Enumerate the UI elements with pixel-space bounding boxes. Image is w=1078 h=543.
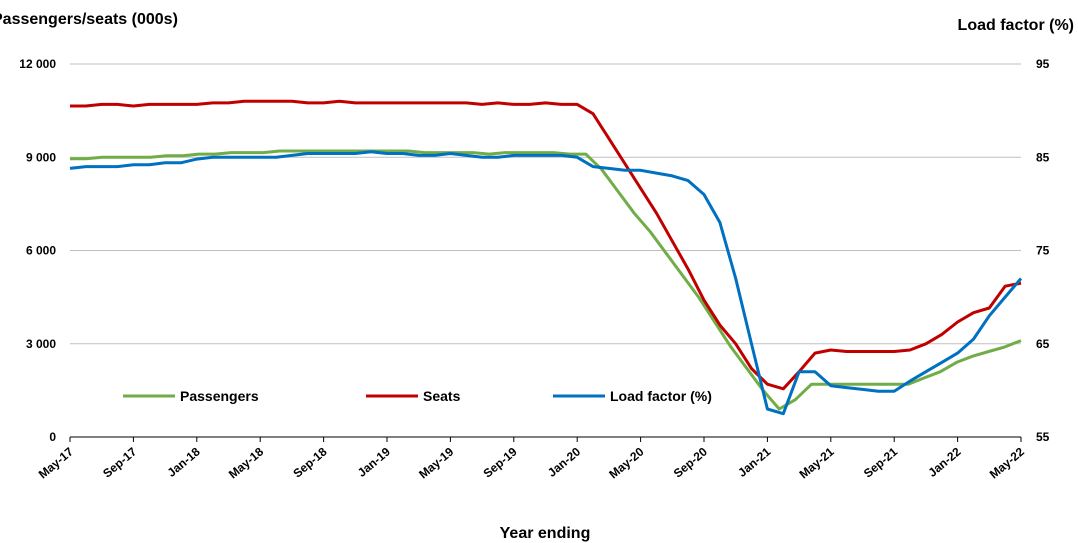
left-tick-label: 6 000 <box>26 244 56 258</box>
x-tick-label: Sep-18 <box>290 444 329 480</box>
left-tick-label: 3 000 <box>26 337 56 351</box>
x-tick-label: Jan-22 <box>925 444 963 479</box>
x-axis-label: Year ending <box>500 525 591 542</box>
left-tick-label: 0 <box>49 430 56 444</box>
legend-label-load-factor: Load factor (%) <box>610 388 712 404</box>
right-axis-ticks: 55 65 75 85 95 <box>1036 57 1050 444</box>
right-tick-label: 95 <box>1036 57 1050 71</box>
legend-label-seats: Seats <box>423 388 461 404</box>
x-tick-label: Sep-19 <box>481 444 520 480</box>
x-tick-label: May-20 <box>606 444 646 481</box>
series-lines <box>69 99 1023 416</box>
x-axis-ticks: May-17 Sep-17 Jan-18 May-18 Sep-18 Jan-19 May-… <box>36 437 1027 481</box>
x-tick-label: May-21 <box>797 444 837 481</box>
legend-item-passengers: Passengers <box>123 388 259 404</box>
right-tick-label: 65 <box>1036 337 1050 351</box>
x-tick-label: Sep-21 <box>861 444 900 480</box>
legend-item-load-factor: Load factor (%) <box>553 388 712 404</box>
x-tick-label: May-22 <box>987 444 1027 481</box>
legend: Passengers Seats Load factor (%) <box>123 388 712 404</box>
x-tick-label: Jan-18 <box>165 444 203 479</box>
right-tick-label: 75 <box>1036 244 1050 258</box>
right-tick-label: 55 <box>1036 430 1050 444</box>
x-tick-label: Jan-20 <box>545 444 583 479</box>
left-axis-ticks: 0 3 000 6 000 9 000 12 000 <box>19 57 56 444</box>
right-axis-label: Load factor (%) <box>958 17 1074 34</box>
x-tick-label: Jan-19 <box>355 444 393 479</box>
left-tick-label: 9 000 <box>26 150 56 164</box>
x-tick-label: May-17 <box>36 444 76 481</box>
gridlines <box>70 63 1021 345</box>
left-tick-label: 12 000 <box>19 57 56 71</box>
x-tick-label: May-18 <box>226 444 266 481</box>
x-tick-label: Sep-20 <box>671 444 710 480</box>
series-line-passengers <box>70 149 1022 411</box>
x-tick-label: Sep-17 <box>100 444 139 480</box>
x-tick-label: Jan-21 <box>735 444 773 479</box>
legend-label-passengers: Passengers <box>180 388 259 404</box>
legend-item-seats: Seats <box>366 388 461 404</box>
right-tick-label: 85 <box>1036 150 1050 164</box>
left-axis-label: Passengers/seats (000s) <box>0 11 178 28</box>
series-line-load-factor <box>69 150 1023 416</box>
series-line-seats <box>70 99 1022 391</box>
x-tick-label: May-19 <box>416 444 456 481</box>
